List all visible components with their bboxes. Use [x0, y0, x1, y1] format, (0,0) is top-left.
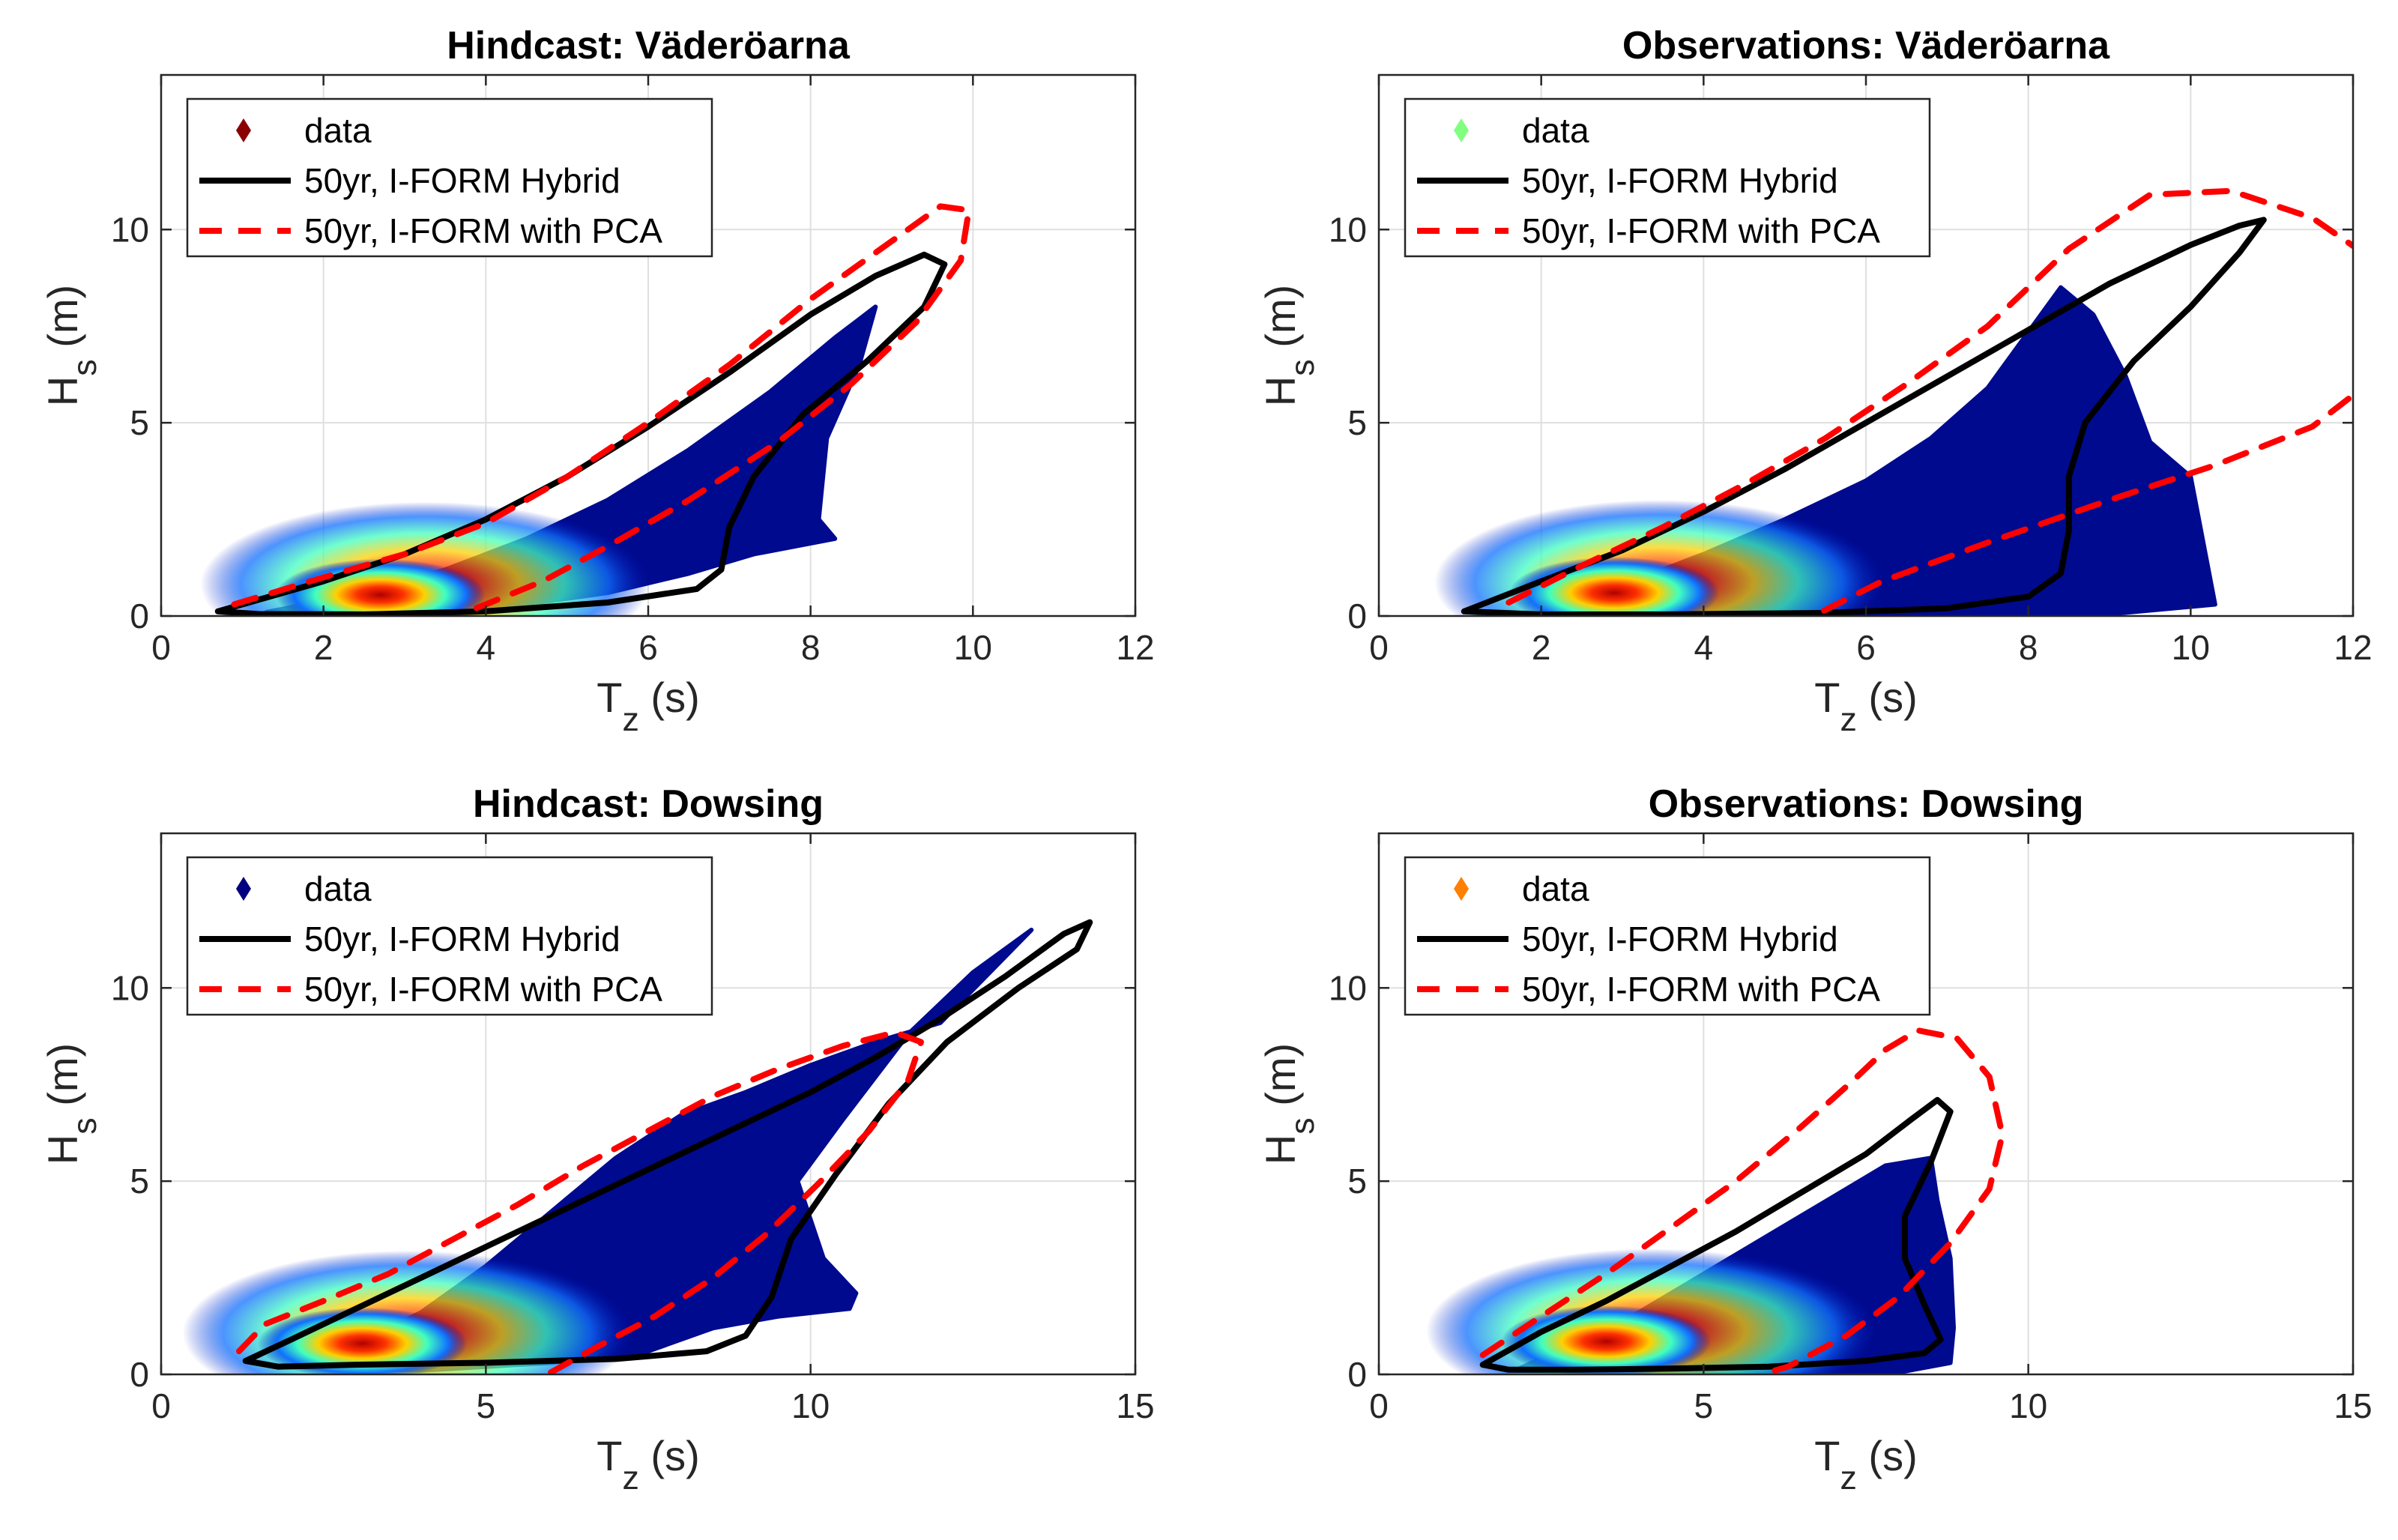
y-tick-label: 10 [1329, 210, 1367, 249]
legend-marker-data [1454, 118, 1469, 142]
axes-frame [160, 832, 1137, 1376]
y-tick-label: 5 [130, 1162, 149, 1201]
legend-label: 50yr, I-FORM Hybrid [1522, 920, 1838, 958]
contour-iform-pca [1479, 1027, 2005, 1374]
y-tick-label: 0 [130, 1355, 149, 1394]
contour-iform-pca [236, 1029, 924, 1374]
plot-area [1426, 1027, 2005, 1374]
y-tick-label: 10 [111, 968, 149, 1007]
x-tick-label: 10 [2009, 1386, 2047, 1425]
x-tick-label: 12 [2334, 628, 2372, 667]
x-tick-label: 10 [2172, 628, 2210, 667]
legend: data 50yr, I-FORM Hybrid 50yr, I-FORM with… [1404, 856, 1931, 1016]
contour-iform-hybrid [1461, 217, 2267, 616]
legend-label: data [304, 111, 372, 150]
x-tick-label: 15 [2334, 1386, 2372, 1425]
legend: data 50yr, I-FORM Hybrid 50yr, I-FORM with… [186, 97, 713, 258]
data-density-peak [275, 558, 486, 616]
x-tick-label: 10 [791, 1386, 830, 1425]
legend-label: 50yr, I-FORM with PCA [1522, 211, 1880, 250]
x-tick-label: 0 [151, 1386, 171, 1425]
x-tick-label: 10 [954, 628, 992, 667]
data-density-peak [1509, 557, 1720, 616]
x-axis-label: Tz (s) [1814, 674, 1917, 738]
plot-area [182, 919, 1093, 1374]
y-tick-label: 5 [1347, 1162, 1367, 1201]
x-tick-label: 12 [1116, 628, 1154, 667]
x-tick-label: 2 [314, 628, 333, 667]
legend-label: data [304, 869, 372, 908]
chart-panel-4: 0 5 10 15 0 5 10 Observations: Dowsing Tz (s) Hs … [1257, 782, 2373, 1497]
contour-iform-pca [1505, 187, 2353, 616]
y-tick-label: 10 [1329, 968, 1367, 1007]
legend-label: 50yr, I-FORM Hybrid [304, 161, 620, 200]
x-tick-label: 6 [1856, 628, 1876, 667]
legend-marker-data [236, 118, 251, 142]
data-density-peak [257, 1307, 468, 1374]
chart-title: Observations: Väderöarna [1622, 24, 2110, 67]
legend-marker-data [1454, 877, 1469, 901]
legend-marker-data [236, 877, 251, 901]
legend-label: data [1522, 111, 1589, 150]
legend-label: 50yr, I-FORM Hybrid [304, 920, 620, 958]
y-tick-label: 5 [1347, 403, 1367, 442]
chart-title: Hindcast: Dowsing [473, 782, 824, 826]
x-tick-label: 5 [477, 1386, 496, 1425]
chart-title: Observations: Dowsing [1649, 782, 2084, 826]
y-axis-label: Hs (m) [1257, 285, 1321, 406]
legend-label: data [1522, 869, 1589, 908]
chart-title: Hindcast: Väderöarna [447, 24, 851, 67]
legend-label: 50yr, I-FORM Hybrid [1522, 161, 1838, 200]
contour-iform-hybrid [242, 919, 1093, 1370]
x-axis-label: Tz (s) [597, 674, 699, 738]
x-tick-label: 2 [1532, 628, 1551, 667]
y-tick-label: 0 [1347, 1355, 1367, 1394]
chart-panel-2: 0 2 4 6 8 10 12 0 5 10 Observations: Väderöarna Tz … [1257, 24, 2373, 738]
chart-panel-1: 0 2 4 6 8 10 12 0 5 10 Hindcast: Väderöarna Tz (s) H… [39, 24, 1155, 738]
plot-area [200, 203, 972, 616]
x-tick-label: 5 [1694, 1386, 1714, 1425]
x-axis-label: Tz (s) [597, 1432, 699, 1497]
y-axis-label: Hs (m) [39, 1043, 103, 1165]
plot-area [1434, 187, 2353, 616]
x-tick-label: 8 [2019, 628, 2038, 667]
legend-label: 50yr, I-FORM with PCA [304, 211, 662, 250]
y-tick-label: 0 [1347, 597, 1367, 635]
contour-iform-hybrid [1479, 1096, 1954, 1373]
y-tick-label: 0 [130, 597, 149, 635]
legend-label: 50yr, I-FORM with PCA [1522, 970, 1880, 1009]
legend-label: 50yr, I-FORM with PCA [304, 970, 662, 1009]
y-axis-label: Hs (m) [39, 285, 103, 406]
y-tick-label: 5 [130, 403, 149, 442]
axes-frame [1377, 832, 2355, 1376]
data-scatter-cloud [289, 927, 1034, 1373]
x-tick-label: 4 [1694, 628, 1714, 667]
x-tick-label: 4 [477, 628, 496, 667]
x-tick-label: 0 [151, 628, 171, 667]
x-tick-label: 15 [1116, 1386, 1154, 1425]
y-axis-label: Hs (m) [1257, 1043, 1321, 1165]
x-tick-label: 0 [1369, 1386, 1389, 1425]
contour-iform-pca [231, 203, 972, 616]
chart-panel-3: 0 5 10 15 0 5 10 Hindcast: Dowsing Tz (s) Hs (m) d… [39, 782, 1155, 1497]
y-tick-label: 10 [111, 210, 149, 249]
x-axis-label: Tz (s) [1814, 1432, 1917, 1497]
legend: data 50yr, I-FORM Hybrid 50yr, I-FORM with… [186, 856, 713, 1016]
x-tick-label: 0 [1369, 628, 1389, 667]
legend: data 50yr, I-FORM Hybrid 50yr, I-FORM with… [1404, 97, 1931, 258]
x-tick-label: 8 [801, 628, 821, 667]
x-tick-label: 6 [638, 628, 658, 667]
